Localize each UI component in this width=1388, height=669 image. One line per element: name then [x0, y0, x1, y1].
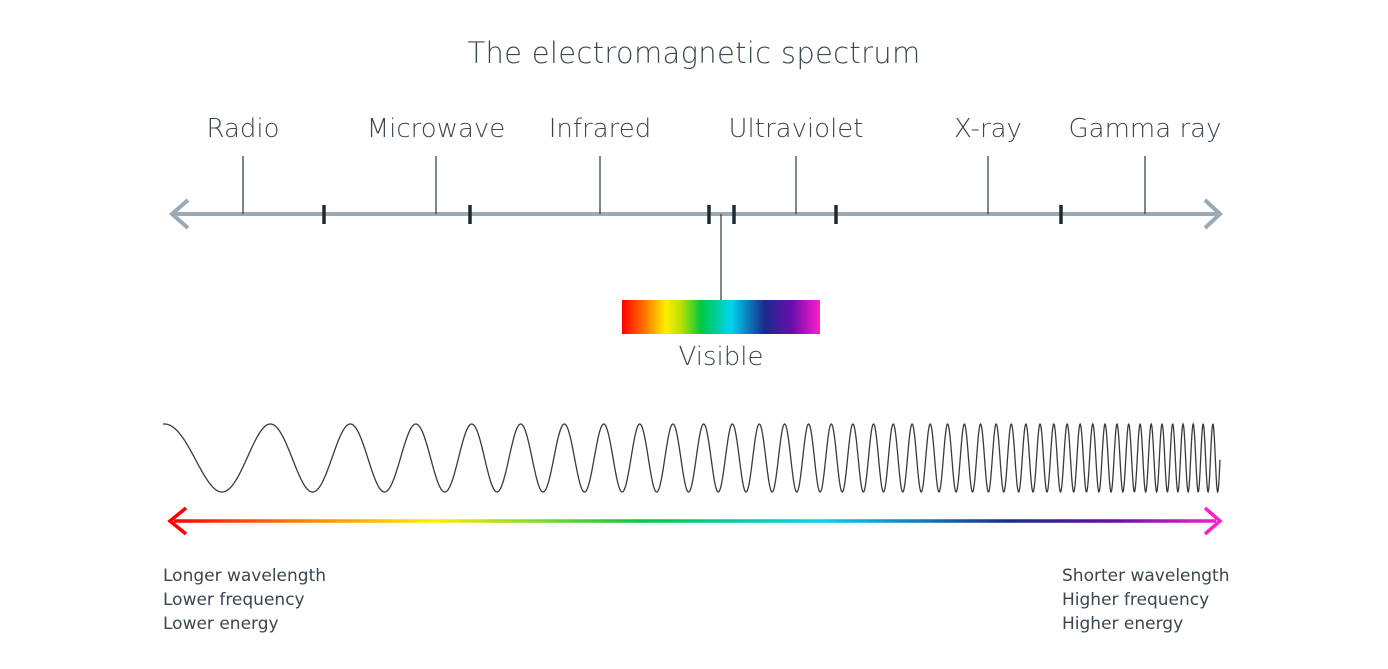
band-label-gamma: Gamma ray [1068, 114, 1222, 144]
note-longer-wavelength: Longer wavelength [163, 566, 327, 586]
boundary-ticks [322, 205, 1063, 224]
energy-arrow-left-head [167, 506, 188, 536]
energy-arrow [167, 506, 1223, 536]
energy-arrow-right-head [1203, 506, 1223, 536]
note-higher-energy: Higher energy [1062, 614, 1184, 634]
note-shorter-wavelength: Shorter wavelength [1062, 566, 1230, 586]
visible-label: Visible [678, 342, 764, 372]
wave-line [162, 422, 1221, 494]
band-label-infrared: Infrared [548, 114, 652, 144]
band-label-xray: X-ray [954, 114, 1022, 144]
band-label-microwave: Microwave [366, 114, 506, 144]
visible-spectrum-bar [622, 300, 820, 334]
band-pointers [242, 156, 1146, 300]
note-higher-frequency: Higher frequency [1062, 590, 1210, 610]
note-lower-energy: Lower energy [163, 614, 279, 634]
diagram-title: The electromagnetic spectrum [467, 36, 921, 70]
axis-arrow-right [1203, 198, 1223, 230]
band-label-radio: Radio [206, 114, 280, 144]
right-notes: Shorter wavelength Higher frequency High… [1062, 564, 1230, 636]
axis-arrow-left [168, 198, 190, 230]
spectrum-axis [168, 198, 1223, 230]
note-lower-frequency: Lower frequency [163, 590, 305, 610]
band-label-ultraviolet: Ultraviolet [728, 114, 864, 144]
left-notes: Longer wavelength Lower frequency Lower … [163, 564, 326, 636]
